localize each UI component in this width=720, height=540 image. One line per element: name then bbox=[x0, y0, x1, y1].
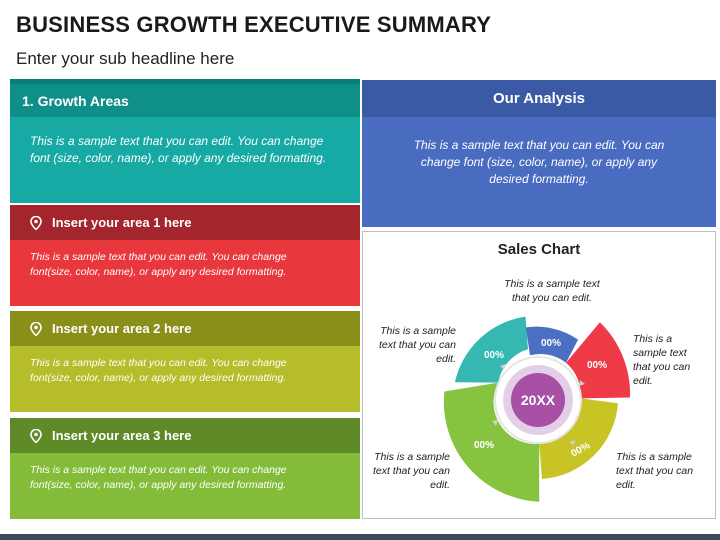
analysis-header: Our Analysis bbox=[362, 80, 716, 117]
area-1-panel: Insert your area 1 here This is a sample… bbox=[10, 205, 360, 306]
growth-areas-panel: 1. Growth Areas This is a sample text th… bbox=[10, 79, 360, 203]
chart-note-left: This is a sample text that you can edit. bbox=[378, 325, 456, 365]
sales-chart-title: Sales Chart bbox=[497, 241, 581, 258]
chart-note-bottom-left: This is a sample text that you can edit. bbox=[372, 451, 450, 491]
chart-note-top: This is a sample text that you can edit. bbox=[504, 278, 600, 304]
growth-areas-title: 1. Growth Areas bbox=[22, 92, 129, 109]
analysis-panel: Our Analysis This is a sample text that … bbox=[362, 80, 716, 227]
area-2-panel: Insert your area 2 here This is a sample… bbox=[10, 311, 360, 412]
area-1-title: Insert your area 1 here bbox=[52, 215, 192, 230]
area-2-body: This is a sample text that you can edit.… bbox=[10, 346, 360, 412]
growth-areas-body: This is a sample text that you can edit.… bbox=[10, 117, 360, 203]
area-3-text: This is a sample text that you can edit.… bbox=[30, 464, 287, 491]
area-2-text: This is a sample text that you can edit.… bbox=[30, 357, 287, 384]
area-2-header: Insert your area 2 here bbox=[10, 311, 360, 346]
location-pin-icon bbox=[30, 215, 42, 230]
analysis-body: This is a sample text that you can edit.… bbox=[362, 117, 716, 227]
growth-areas-text: This is a sample text that you can edit.… bbox=[30, 134, 327, 165]
analysis-title: Our Analysis bbox=[493, 90, 585, 107]
area-1-header: Insert your area 1 here bbox=[10, 205, 360, 240]
analysis-text: This is a sample text that you can edit.… bbox=[413, 138, 665, 186]
area-3-title: Insert your area 3 here bbox=[52, 428, 192, 443]
area-1-body: This is a sample text that you can edit.… bbox=[10, 240, 360, 306]
chart-note-bottom-right: This is a sample text that you can edit. bbox=[616, 451, 694, 491]
growth-areas-header: 1. Growth Areas bbox=[10, 84, 360, 117]
location-pin-icon bbox=[30, 321, 42, 336]
area-3-panel: Insert your area 3 here This is a sample… bbox=[10, 418, 360, 519]
area-2-title: Insert your area 2 here bbox=[52, 321, 192, 336]
area-3-body: This is a sample text that you can edit.… bbox=[10, 453, 360, 519]
chart-note-right: This is a sample text that you can edit. bbox=[633, 333, 691, 387]
area-1-text: This is a sample text that you can edit.… bbox=[30, 251, 287, 278]
page-subtitle: Enter your sub headline here bbox=[16, 49, 235, 68]
growth-areas-tab bbox=[10, 79, 360, 85]
area-3-header: Insert your area 3 here bbox=[10, 418, 360, 453]
bottom-bar bbox=[0, 534, 720, 540]
page-title: BUSINESS GROWTH EXECUTIVE SUMMARY bbox=[16, 12, 492, 37]
location-pin-icon bbox=[30, 428, 42, 443]
